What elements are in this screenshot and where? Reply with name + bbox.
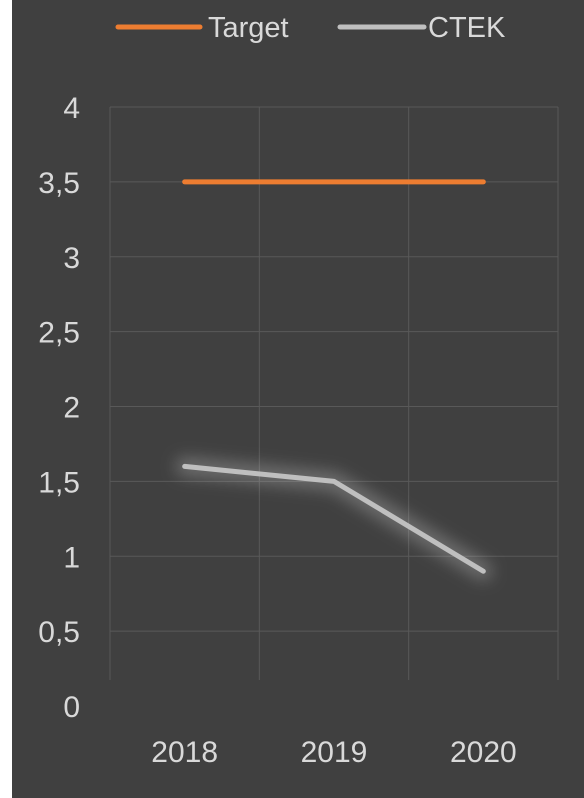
y-tick-label: 1,5 bbox=[38, 466, 80, 499]
legend-label: CTEK bbox=[428, 12, 506, 44]
y-tick-label: 3 bbox=[63, 242, 80, 275]
x-axis-tick-labels: 2018 2019 2020 bbox=[151, 736, 516, 769]
x-tick-label: 2019 bbox=[301, 736, 368, 769]
gridlines bbox=[109, 106, 559, 680]
y-tick-label: 2 bbox=[63, 392, 80, 425]
legend: Target CTEK bbox=[115, 12, 506, 44]
y-tick-label: 0 bbox=[63, 691, 80, 724]
legend-label: Target bbox=[208, 12, 289, 44]
y-tick-label: 1 bbox=[63, 541, 80, 574]
series-lines bbox=[182, 179, 486, 574]
x-tick-label: 2018 bbox=[151, 736, 218, 769]
y-tick-label: 3,5 bbox=[38, 167, 80, 200]
y-tick-label: 4 bbox=[63, 92, 80, 125]
chart-background bbox=[12, 0, 584, 798]
y-tick-label: 0,5 bbox=[38, 616, 80, 649]
y-axis-tick-labels: 0 0,5 1 1,5 2 2,5 3 3,5 4 bbox=[38, 92, 80, 724]
x-tick-label: 2020 bbox=[450, 736, 517, 769]
y-tick-label: 2,5 bbox=[38, 317, 80, 350]
